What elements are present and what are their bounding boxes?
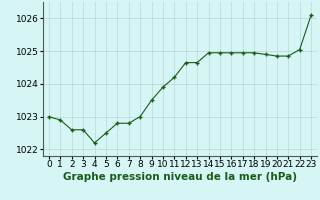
X-axis label: Graphe pression niveau de la mer (hPa): Graphe pression niveau de la mer (hPa): [63, 172, 297, 182]
